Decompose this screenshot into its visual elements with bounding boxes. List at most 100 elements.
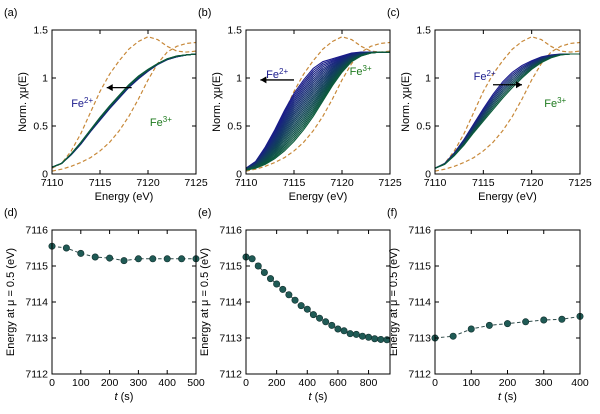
data-point [358,332,366,340]
spectrum-curve [434,53,580,169]
data-point [77,249,85,257]
data-point [371,335,379,343]
y-tick-label: 7113 [25,333,48,345]
y-tick-label: 7116 [25,225,48,237]
data-point [106,254,114,262]
fe3-label: Fe3+ [350,64,372,78]
x-tick-label: 7125 [184,177,208,189]
data-point [62,244,70,252]
x-tick-label: 400 [299,377,317,389]
reference-curve [434,36,581,169]
fe2-label-base: Fe [474,71,487,83]
y-tick-label: 7115 [25,261,48,273]
reference-curve [245,41,391,172]
shift-arrow-head [260,76,267,84]
data-point [340,327,348,335]
reference-curve [51,36,197,169]
data-point [285,291,293,299]
data-point [365,333,373,341]
y-tick-label: 7113 [219,333,242,345]
data-point [254,262,262,270]
y-tick-label: 7112 [219,369,242,381]
x-tick-label: 100 [462,377,480,389]
y-tick-label: 7115 [219,261,242,273]
y-axis-title: Norm. χμ(E) [17,72,29,132]
fe3-label-sup: 3+ [363,64,372,73]
data-point [134,255,142,263]
y-tick-label: 7114 [25,297,48,309]
axes-frame [245,229,391,375]
data-point [334,325,342,333]
data-point [467,325,475,333]
x-tick-label: 7125 [378,177,402,189]
y-tick-label: 7112 [408,369,431,381]
y-tick-label: 1.5 [227,25,242,37]
shift-arrow-head [106,84,113,92]
data-point [248,255,256,263]
x-axis-title: t (s) [115,391,134,403]
axes-frame [245,29,391,175]
y-tick-label: 7116 [219,225,242,237]
x-axis-title: t (s) [498,391,517,403]
spectrum-curve [245,51,390,171]
panel-label: (c) [387,7,400,19]
y-tick-label: 0.5 [227,121,242,133]
fe2-label-base: Fe [71,98,84,110]
x-axis-title: Energy (eV) [289,191,348,203]
y-tick-label: 1 [425,73,431,85]
data-point [279,285,287,293]
x-axis-title: Energy (eV) [478,191,537,203]
x-tick-label: 7120 [520,177,544,189]
y-tick-label: 0.5 [416,121,431,133]
x-tick-label: 7110 [235,177,258,189]
y-axis-title: Norm. χμ(E) [211,72,223,132]
x-tick-label: 7115 [283,177,306,189]
shift-arrow-head [516,81,522,89]
panel-label: (e) [198,207,211,219]
x-tick-label: 200 [268,377,286,389]
axes-frame [51,29,197,175]
x-tick-label: 0 [49,377,55,389]
fe3-label-base: Fe [544,98,557,110]
data-point [377,335,385,343]
y-tick-label: 1 [42,73,48,85]
data-point [178,255,186,263]
reference-curve [51,41,197,172]
data-point [297,302,305,310]
data-point [503,320,511,328]
data-point [346,330,354,338]
x-tick-label: 7115 [89,177,112,189]
x-tick-label: 7115 [472,177,495,189]
y-tick-label: 1.5 [33,25,48,37]
data-point [449,332,457,340]
fe3-label-sup: 3+ [163,115,172,124]
x-tick-label: 300 [130,377,148,389]
x-axis-title-var: t [309,391,313,403]
y-tick-label: 0 [425,169,431,181]
axes-frame [434,229,581,375]
x-axis-title: Energy (eV) [95,191,154,203]
x-axis-title-var: t [115,391,119,403]
y-tick-label: 0.5 [33,121,48,133]
data-point [322,318,330,326]
axes-frame [51,229,197,375]
x-tick-label: 200 [499,377,517,389]
fe2-label-sup: 2+ [279,67,288,76]
x-tick-label: 100 [72,377,90,389]
y-tick-label: 7115 [408,261,431,273]
panel-label: (a) [4,7,17,19]
data-point [540,316,548,324]
x-tick-label: 0 [432,377,438,389]
x-axis-title-unit: (s) [501,391,517,403]
x-axis-title: t (s) [309,391,328,403]
y-tick-label: 0 [42,169,48,181]
y-axis-title: Norm. χμ(E) [400,72,412,132]
data-point [328,321,336,329]
panel-label: (d) [4,207,17,219]
data-point [273,280,281,288]
fe2-label-base: Fe [266,69,279,81]
